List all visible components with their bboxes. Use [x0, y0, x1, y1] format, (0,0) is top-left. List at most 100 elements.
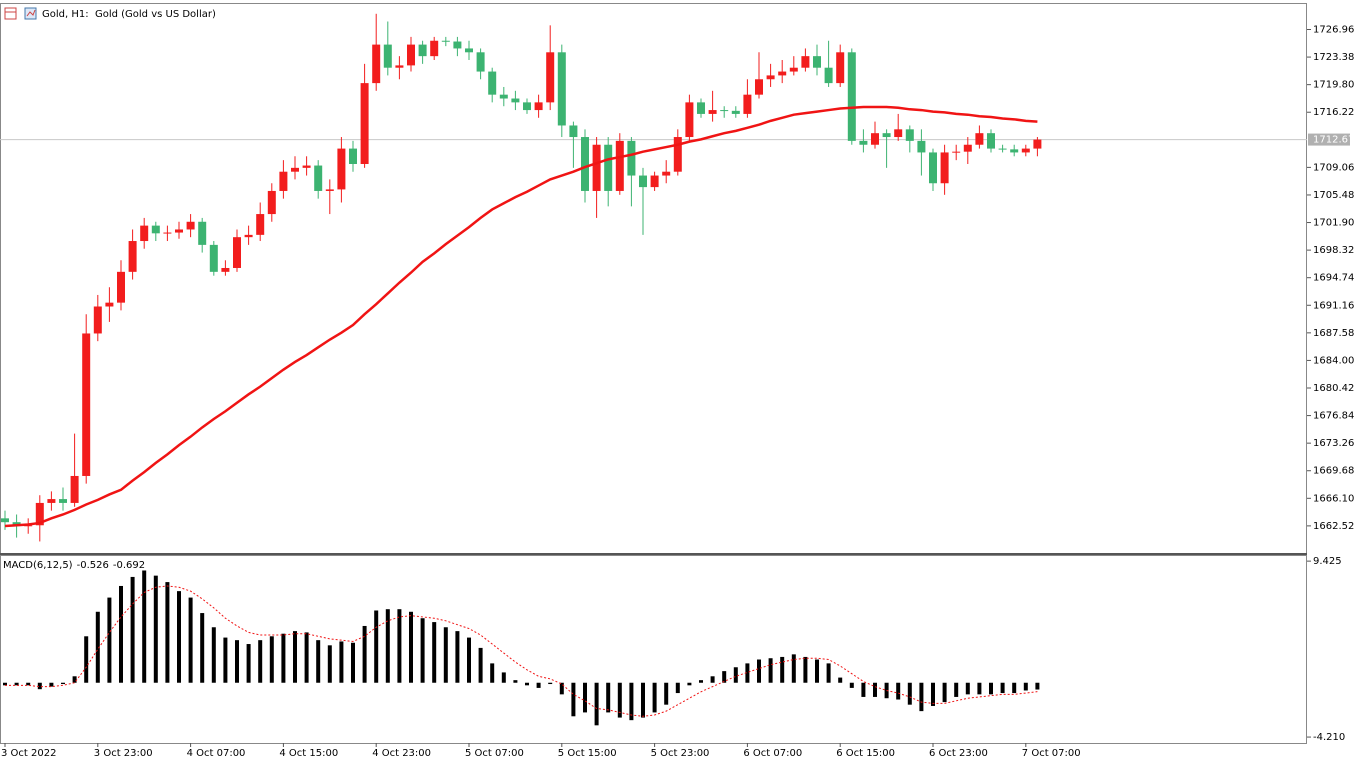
candle-body	[546, 52, 555, 103]
candle-body	[35, 502, 44, 526]
y-tick-label: 1723.38	[1313, 52, 1354, 63]
candle-body	[511, 98, 520, 103]
signal-last: -0.692	[113, 560, 145, 571]
candle-body	[59, 499, 67, 503]
candle-body	[82, 333, 91, 476]
macd-bar	[699, 680, 703, 683]
macd-label: MACD(6,12,5) -0.526 -0.692	[3, 560, 145, 571]
candle-body	[407, 44, 415, 66]
macd-bar	[559, 682, 564, 695]
candle-body	[905, 129, 914, 141]
x-tick-label: 7 Oct 07:00	[1022, 748, 1081, 759]
candle-body	[882, 133, 891, 138]
candle-body	[279, 171, 288, 191]
x-tick-label: 6 Oct 23:00	[929, 748, 988, 759]
candle-body	[360, 83, 369, 164]
x-tick-label: 5 Oct 07:00	[465, 748, 524, 759]
macd-bar	[130, 576, 135, 683]
macd-bar	[745, 663, 750, 683]
candle-body	[128, 241, 137, 272]
macd-bar	[327, 645, 332, 683]
macd-bar	[200, 613, 205, 683]
candle-body	[650, 175, 659, 188]
macd-bar	[3, 682, 7, 686]
candle-body	[592, 144, 601, 191]
candle-body	[604, 144, 613, 191]
macd-bar	[269, 636, 274, 683]
candle-body	[1, 518, 9, 523]
y-tick-label: 1719.80	[1313, 80, 1354, 91]
macd-bar	[362, 625, 367, 683]
candle-body	[430, 40, 439, 57]
macd-bar	[919, 682, 924, 712]
candle-body	[1033, 139, 1042, 149]
candle-body	[766, 75, 775, 80]
y-tick-label: 1676.84	[1313, 411, 1354, 422]
macd-bar	[861, 682, 866, 697]
candle-body	[325, 189, 334, 191]
macd-bar	[617, 682, 622, 718]
candle-body	[175, 229, 183, 233]
candle-body	[1010, 149, 1019, 153]
macd-bar	[397, 609, 402, 683]
macd-bar	[652, 682, 657, 713]
candle-body	[639, 175, 647, 188]
icon	[24, 7, 37, 20]
macd-bar	[443, 627, 448, 683]
y-tick-label: 1716.22	[1313, 107, 1354, 118]
candle-body	[871, 133, 879, 145]
macd-bar	[594, 682, 599, 726]
y-tick-label: 1669.68	[1313, 466, 1354, 477]
macd-bar	[896, 682, 901, 700]
macd-bar	[641, 682, 645, 718]
candle-body	[24, 525, 33, 527]
macd-bar	[757, 659, 761, 683]
macd-bar	[142, 570, 147, 683]
candle-body	[731, 110, 740, 114]
candle-body	[383, 44, 392, 68]
macd-bar	[687, 682, 692, 686]
y-tick-label: 1694.74	[1313, 273, 1354, 284]
y-tick-label: 1662.52	[1313, 521, 1354, 532]
candle-body	[859, 140, 868, 145]
macd-bar	[942, 682, 947, 703]
candle-body	[987, 133, 995, 149]
candle-body	[836, 52, 845, 84]
candle-body	[186, 221, 195, 230]
macd-bar	[84, 636, 89, 683]
x-tick-label: 3 Oct 23:00	[94, 748, 153, 759]
candle-body	[952, 151, 961, 153]
macd-bar	[525, 682, 529, 686]
macd-bar	[107, 597, 112, 683]
macd-bar	[26, 682, 31, 686]
y-tick-label: 1691.16	[1313, 300, 1354, 311]
macd-bar	[420, 618, 425, 683]
candle-body	[163, 232, 172, 234]
y-tick-label: 1687.58	[1313, 328, 1354, 339]
macd-bar	[629, 682, 634, 721]
header-icons	[4, 7, 37, 20]
candle-body	[233, 237, 241, 268]
macd-title: MACD(6,12,5)	[3, 560, 73, 571]
candle-body	[662, 171, 671, 176]
macd-bar	[351, 642, 355, 683]
candle-body	[221, 267, 230, 272]
x-tick-label: 6 Oct 07:00	[743, 748, 802, 759]
macd-bar	[1023, 682, 1028, 691]
candle-body	[476, 52, 485, 72]
candle-body	[349, 148, 357, 164]
y-tick-label: 1709.06	[1313, 162, 1354, 173]
candle-body	[778, 71, 787, 76]
macd-bar	[188, 597, 193, 683]
macd-bar	[954, 682, 959, 697]
y-tick-label: 1705.48	[1313, 190, 1354, 201]
macd-bar	[873, 682, 877, 697]
candle-body	[244, 234, 253, 238]
macd-bar	[989, 682, 993, 695]
candle-body	[824, 67, 833, 84]
candle-body	[940, 152, 949, 184]
macd-bar	[571, 682, 576, 717]
candle-body	[581, 137, 589, 191]
macd-bar	[281, 633, 286, 683]
macd-frame	[0, 555, 1307, 744]
